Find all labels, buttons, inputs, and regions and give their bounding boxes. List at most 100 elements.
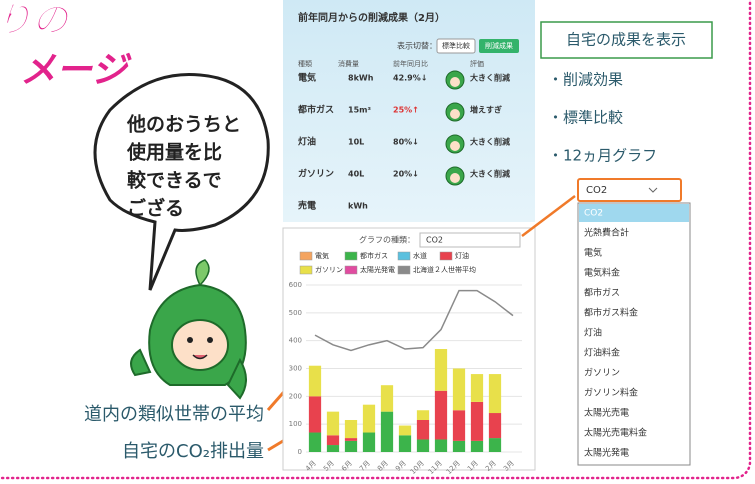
table-cell: 15m³ xyxy=(348,106,371,115)
title-line: メージ xyxy=(20,50,132,91)
bar-segment xyxy=(489,413,501,438)
page: りの メージ 道内の類似世帯の平均 自宅のCO₂排出量 前年同月からの削減成果（… xyxy=(0,0,755,484)
dropdown-option[interactable]: 都市ガス xyxy=(584,287,620,299)
dropdown-option[interactable]: 電気 xyxy=(584,247,602,259)
bar-segment xyxy=(309,433,321,452)
rating-icon-face xyxy=(450,77,460,87)
legend-swatch xyxy=(300,266,312,274)
bar-segment xyxy=(327,435,339,445)
y-tick-label: 300 xyxy=(289,365,302,373)
legend-swatch xyxy=(300,252,312,260)
dropdown-option[interactable]: 灯油料金 xyxy=(584,347,620,359)
legend-swatch xyxy=(345,252,357,260)
table-cell: 10L xyxy=(348,138,364,147)
legend-label: 電気 xyxy=(315,251,329,260)
y-tick-label: 600 xyxy=(289,281,302,289)
legend-swatch xyxy=(440,252,452,260)
bar-segment xyxy=(489,374,501,413)
y-tick-label: 0 xyxy=(298,448,302,456)
bar-segment xyxy=(453,441,465,452)
table-cell: 都市ガス xyxy=(297,104,334,116)
legend-label: 北海道２人世帯平均 xyxy=(413,265,476,274)
legend-swatch xyxy=(398,252,410,260)
table-cell: kWh xyxy=(348,202,368,211)
y-tick-label: 500 xyxy=(289,309,302,317)
bar-segment xyxy=(471,374,483,402)
bar-segment xyxy=(399,435,411,452)
table-header: 消費量 xyxy=(338,59,359,68)
bar-segment xyxy=(453,369,465,411)
bar-segment xyxy=(327,445,339,452)
bar-segment xyxy=(417,420,429,439)
selector-label: グラフの種類： xyxy=(359,235,415,245)
table-cell: 灯油 xyxy=(298,136,316,148)
table-cell: 増えすぎ xyxy=(470,105,502,115)
table-cell: 大きく削減 xyxy=(470,137,510,147)
dropdown-option[interactable]: 都市ガス料金 xyxy=(584,307,638,319)
dropdown-option[interactable]: 太陽光発電 xyxy=(584,447,629,459)
table-cell: 売電 xyxy=(298,200,316,212)
bar-segment xyxy=(489,438,501,452)
legend-label: 太陽光発電 xyxy=(360,265,395,274)
dropdown-option[interactable]: 光熱費合計 xyxy=(584,227,629,239)
dropdown-selected[interactable]: CO2 xyxy=(586,185,607,196)
annotation: 道内の類似世帯の平均 xyxy=(84,404,264,425)
panel-title: 前年同月からの削減成果（2月） xyxy=(298,11,445,24)
mascot xyxy=(131,260,246,398)
dropdown-option[interactable]: CO2 xyxy=(584,209,603,219)
dropdown-option[interactable]: 灯油 xyxy=(584,327,602,339)
bar-segment xyxy=(345,441,357,452)
toggle-button-label[interactable]: 標準比較 xyxy=(442,41,470,50)
table-cell: 大きく削減 xyxy=(470,169,510,179)
feature-title: 自宅の成果を表示 xyxy=(566,31,686,49)
bubble-text: 使用量を比 xyxy=(126,142,222,164)
bubble-text: 較できるで xyxy=(127,169,222,192)
toggle-label: 表示切替： xyxy=(397,41,437,51)
table-cell: 42.9%↓ xyxy=(393,74,427,83)
feature-bullet: ・削減効果 xyxy=(548,71,623,89)
table-cell: 電気 xyxy=(298,72,316,84)
table-cell: ガソリン xyxy=(298,168,334,180)
table-cell: 8kWh xyxy=(348,74,374,83)
dropdown-option[interactable]: 太陽光売電 xyxy=(584,407,629,419)
dropdown-option[interactable]: ガソリン xyxy=(584,368,620,379)
bar-segment xyxy=(381,412,393,452)
table-header: 前年同月比 xyxy=(393,59,428,68)
bar-segment xyxy=(381,385,393,411)
bar-segment xyxy=(435,439,447,452)
rating-icon-face xyxy=(450,141,460,151)
chart-selector-value[interactable]: CO2 xyxy=(426,236,443,245)
table-header: 評価 xyxy=(470,59,484,68)
rating-icon-face xyxy=(450,109,460,119)
table-cell: 40L xyxy=(348,170,364,179)
dropdown-option[interactable]: 電気料金 xyxy=(584,267,620,279)
bar-segment xyxy=(327,412,339,436)
legend-swatch xyxy=(345,266,357,274)
bar-segment xyxy=(417,410,429,420)
bar-segment xyxy=(453,410,465,441)
bubble-text: 他のおうちと xyxy=(126,113,241,136)
y-tick-label: 400 xyxy=(289,337,302,345)
bar-segment xyxy=(345,420,357,438)
y-tick-label: 100 xyxy=(289,420,302,428)
y-tick-label: 200 xyxy=(289,392,302,400)
dropdown-option[interactable]: 太陽光売電料金 xyxy=(584,427,647,439)
dropdown-option[interactable]: ガソリン料金 xyxy=(584,387,638,399)
bar-segment xyxy=(435,391,447,440)
bar-segment xyxy=(363,405,375,433)
feature-bullet: ・12ヵ月グラフ xyxy=(548,147,657,165)
bar-segment xyxy=(399,426,411,436)
feature-list: ・削減効果・標準比較・12ヵ月グラフ xyxy=(548,71,657,165)
legend-swatch xyxy=(398,266,410,274)
legend-label: 灯油 xyxy=(455,251,469,260)
bar-segment xyxy=(363,433,375,452)
bar-segment xyxy=(309,366,321,397)
table-cell: 大きく削減 xyxy=(470,73,510,83)
rating-icon-face xyxy=(450,173,460,183)
toggle-button-label[interactable]: 削減成果 xyxy=(485,41,513,50)
table-header: 種類 xyxy=(298,59,312,68)
legend-label: ガソリン xyxy=(315,265,343,274)
title-line: りの xyxy=(0,0,70,41)
bubble-text: ござる xyxy=(127,197,184,220)
legend-label: 都市ガス xyxy=(360,251,388,260)
